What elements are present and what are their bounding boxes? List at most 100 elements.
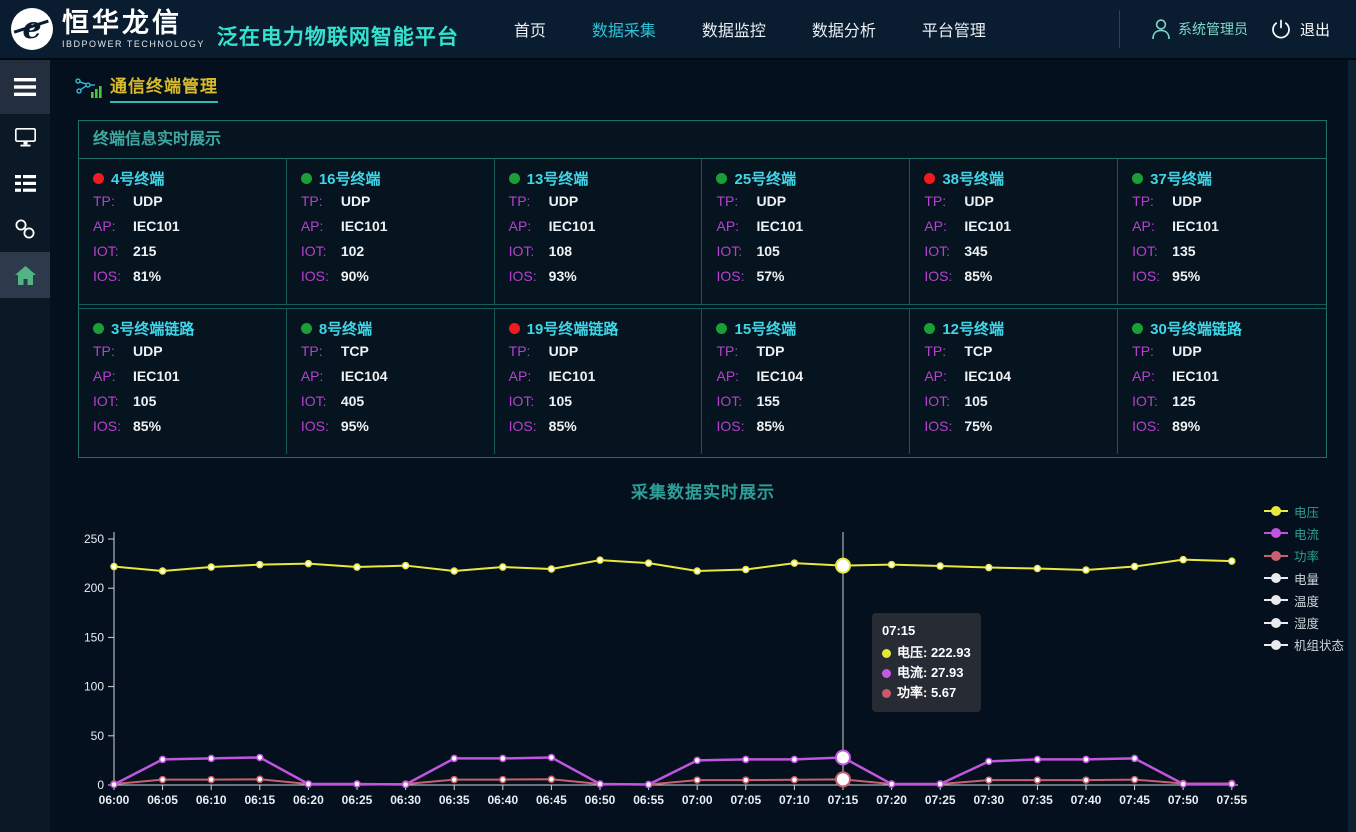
svg-text:06:35: 06:35 (439, 793, 470, 807)
field-value: UDP (133, 193, 163, 209)
chart-tooltip: 07:15 电压: 222.93 电流: 27.93 功率: 5.67 (872, 613, 981, 712)
breadcrumb-label[interactable]: 通信终端管理 (110, 72, 218, 103)
terminal-card: 13号终端 TP: UDP AP: IEC101 IOT: 108 IOS: 93% (494, 159, 703, 305)
legend-item-电流[interactable]: 电流 (1264, 522, 1344, 544)
hamburger-menu-icon (14, 78, 36, 96)
legend-label: 电量 (1294, 572, 1320, 587)
tooltip-text: 电流: 27.93 (897, 665, 964, 681)
field-value: 105 (964, 393, 988, 409)
field-value: IEC101 (548, 368, 596, 384)
svg-text:06:30: 06:30 (390, 793, 421, 807)
chart-title: 采集数据实时展示 (631, 483, 775, 502)
legend-marker-icon (1264, 573, 1288, 584)
chart-legend: 电压电流 功率电量温度湿度 机组状态 (1264, 500, 1344, 656)
status-dot (300, 323, 312, 334)
field-label: IOT: (93, 393, 119, 409)
svg-text:07:10: 07:10 (779, 793, 810, 807)
svg-text:06:15: 06:15 (244, 793, 275, 807)
user-menu[interactable]: 系统管理员 (1151, 18, 1248, 40)
field-value: 108 (548, 243, 573, 259)
status-dot (924, 323, 936, 334)
terminal-name: 13号终端 (526, 171, 589, 188)
status-dot (716, 323, 728, 334)
field-value: 85% (756, 418, 785, 434)
field-value: UDP (1172, 193, 1202, 209)
nav-item-data-monitor[interactable]: 数据监控 (701, 23, 766, 40)
sidebar-item-monitor[interactable] (0, 114, 50, 160)
svg-text:07:25: 07:25 (925, 793, 956, 807)
legend-marker-icon (1264, 506, 1288, 517)
field-label: IOT: (300, 393, 327, 409)
field-value: UDP (964, 193, 994, 209)
nav-item-data-collect[interactable]: 数据采集 (591, 23, 656, 40)
user-icon (1152, 19, 1170, 40)
field-value: IEC104 (340, 368, 388, 384)
field-value: 345 (964, 243, 988, 259)
svg-text:06:05: 06:05 (147, 793, 178, 807)
sidebar-item-home[interactable] (0, 252, 50, 298)
field-label: TP: (716, 193, 739, 209)
tooltip-row: 功率: 5.67 (882, 683, 971, 703)
legend-item-湿度[interactable]: 湿度 (1264, 611, 1344, 633)
circuit-breadcrumb-icon (75, 77, 102, 98)
svg-text:50: 50 (91, 729, 105, 743)
field-label: AP: (300, 368, 324, 384)
link-icon (15, 219, 35, 239)
field-value: 85% (133, 418, 162, 434)
logout-button[interactable]: 退出 (1271, 19, 1330, 40)
monitor-icon (14, 127, 36, 146)
legend-item-电量[interactable]: 电量 (1264, 567, 1344, 589)
top-header: e 恒华龙信 IBDPOWER TECHNOLOGY 泛在电力物联网智能平台 首… (0, 0, 1356, 60)
field-label: IOT: (716, 243, 743, 259)
field-value: 85% (548, 418, 577, 434)
field-value: UDP (548, 343, 579, 359)
company-name: 恒华龙信 (62, 7, 182, 38)
field-label: IOS: (93, 418, 122, 434)
svg-text:07:15: 07:15 (828, 793, 859, 807)
terminal-name: 8号终端 (318, 321, 373, 338)
field-value: IEC101 (133, 218, 180, 234)
field-label: TP: (508, 193, 531, 209)
legend-marker-icon (1264, 550, 1288, 561)
nav-item-home[interactable]: 首页 (513, 23, 546, 40)
user-name: 系统管理员 (1177, 21, 1248, 37)
tooltip-series-dot (882, 648, 891, 658)
home-icon (14, 265, 36, 285)
svg-text:06:40: 06:40 (487, 793, 518, 807)
terminal-name: 30号终端链路 (1150, 321, 1242, 338)
terminal-card: 25号终端 TP: UDP AP: IEC101 IOT: 105 IOS: 57% (702, 159, 911, 305)
field-label: IOS: (300, 268, 329, 284)
legend-item-机组状态[interactable]: 机组状态 (1264, 634, 1344, 656)
sidebar-item-list[interactable] (0, 160, 50, 206)
nav-item-data-analysis[interactable]: 数据分析 (811, 23, 876, 40)
tooltip-row: 电压: 222.93 (882, 643, 971, 663)
legend-label: 温度 (1294, 594, 1320, 609)
field-value: TCP (964, 343, 993, 359)
terminal-info-panel: 终端信息实时展示 4号终端 TP: UDP AP: IEC101 IOT: 215 IOS: 8… (78, 120, 1327, 458)
legend-item-温度[interactable]: 温度 (1264, 589, 1344, 611)
field-label: IOS: (93, 268, 122, 284)
terminal-card: 37号终端 TP: UDP AP: IEC101 IOT: 135 IOS: 95% (1118, 159, 1326, 305)
svg-text:06:50: 06:50 (585, 793, 616, 807)
legend-label: 电压 (1294, 505, 1320, 520)
field-label: TP: (508, 343, 531, 359)
field-label: IOS: (508, 268, 537, 284)
legend-item-电压[interactable]: 电压 (1264, 500, 1344, 522)
scrollbar-track[interactable] (1348, 60, 1356, 832)
sidebar-item-link[interactable] (0, 206, 50, 252)
status-dot (508, 323, 520, 334)
nav-item-platform-admin[interactable]: 平台管理 (921, 23, 986, 40)
field-value: IEC101 (548, 218, 596, 234)
sidebar-item-menu[interactable] (0, 60, 50, 114)
line-chart[interactable]: 0 50 100 150 200 250 06:00 06:05 06:10 06:15 06:20… (50, 520, 1290, 825)
status-dot (93, 323, 104, 334)
logo: e 恒华龙信 IBDPOWER TECHNOLOGY 泛在电力物联网智能平台 (0, 7, 459, 51)
terminal-card: 38号终端 TP: UDP AP: IEC101 IOT: 345 IOS: 85% (910, 159, 1119, 305)
svg-text:06:45: 06:45 (536, 793, 567, 807)
status-dot (508, 173, 520, 184)
field-value: UDP (756, 193, 787, 209)
terminal-name: 25号终端 (734, 171, 797, 188)
terminal-name: 4号终端 (111, 171, 165, 188)
terminal-card: 16号终端 TP: UDP AP: IEC101 IOT: 102 IOS: 90% (286, 159, 495, 305)
legend-item-功率[interactable]: 功率 (1264, 545, 1344, 567)
